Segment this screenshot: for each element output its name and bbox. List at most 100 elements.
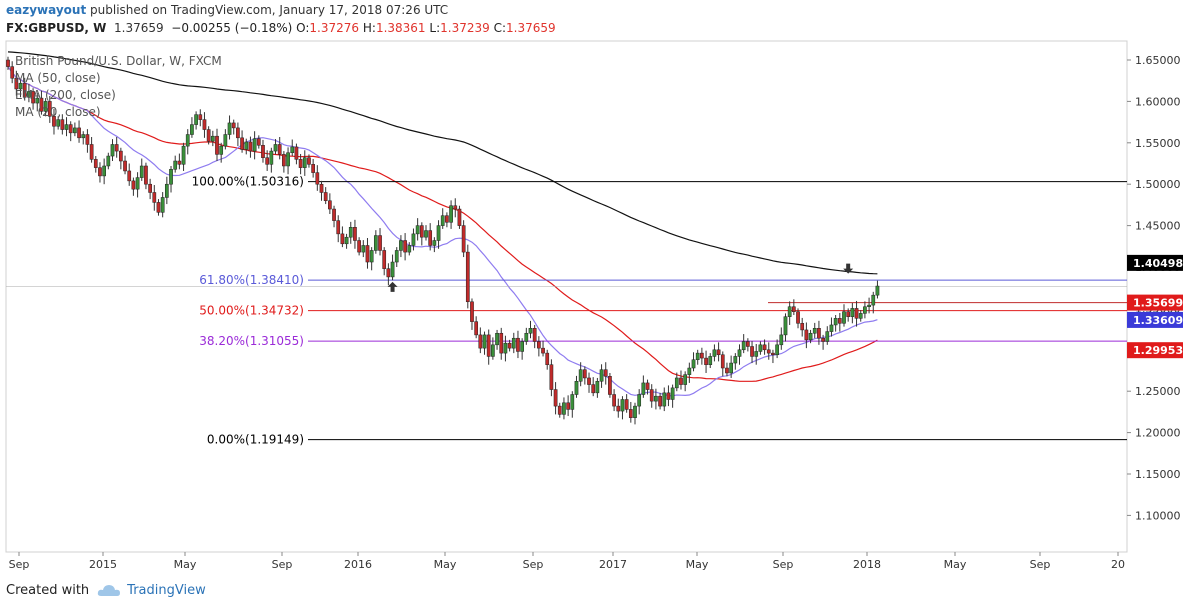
close-label: C: (493, 21, 506, 35)
y-tick-label: 1.10000 (1135, 509, 1181, 522)
candle-body (474, 321, 479, 336)
candle-body (683, 374, 688, 385)
candle-body (700, 352, 704, 359)
candle-body (725, 367, 729, 374)
candle-body (348, 227, 353, 238)
candle-body (390, 261, 395, 278)
x-tick-label: 20 (1111, 558, 1125, 571)
candle-body (27, 91, 31, 98)
candle-body (244, 141, 249, 150)
candle-body (31, 91, 35, 104)
candle-body (837, 318, 842, 324)
candle-body (808, 332, 813, 341)
candle-body (720, 354, 725, 369)
candle-body (411, 233, 416, 246)
candle-body (541, 347, 545, 354)
candle-body (812, 328, 817, 334)
tradingview-brand-link[interactable]: TradingView (127, 583, 206, 598)
legend-ma50[interactable]: MA (50, close) (15, 71, 101, 85)
y-tick-label: 1.25000 (1135, 385, 1181, 398)
candle-body (783, 316, 788, 336)
candle-body (357, 240, 361, 253)
candle-body (73, 127, 77, 134)
candle-body (854, 308, 859, 319)
fib-level-label: 61.80%(1.38410) (199, 273, 304, 287)
candle-body (236, 127, 240, 139)
candle-body (503, 342, 508, 354)
candle-body (119, 150, 123, 162)
fib-level-label: 0.00%(1.19149) (207, 433, 304, 447)
price-tag (1127, 254, 1183, 271)
x-tick-label: Sep (272, 558, 293, 571)
low-label: L: (429, 21, 441, 35)
price-tag-label: 1.29953 (1133, 344, 1183, 357)
legend-ema200[interactable]: EMA (200, close) (15, 88, 116, 102)
candle-body (553, 389, 558, 407)
price-tag-label: 1.33609 (1133, 314, 1183, 327)
candle-body (570, 394, 575, 410)
author-name[interactable]: eazywayout (6, 3, 87, 17)
candle-body (800, 323, 805, 331)
open-label: O: (296, 21, 310, 35)
candle-body (704, 357, 708, 365)
candle-body (461, 225, 466, 253)
candle-body (206, 129, 211, 142)
candle-body (332, 208, 336, 221)
publish-info: eazywayout published on TradingView.com,… (6, 3, 448, 17)
candle-body (432, 240, 437, 246)
legend-ma20[interactable]: MA (20, close) (15, 105, 101, 119)
candle-body (766, 349, 771, 354)
candle-body (394, 250, 399, 263)
candle-body (674, 377, 679, 389)
candle-body (64, 124, 69, 130)
candle-body (716, 349, 721, 356)
candle-body (14, 77, 19, 90)
candle-body (566, 402, 570, 410)
candle-body (649, 389, 654, 402)
candle-body (35, 97, 40, 104)
candle-body (616, 405, 621, 412)
candle-body (516, 337, 520, 352)
candle-body (750, 346, 754, 357)
candle-body (252, 138, 257, 152)
candle-body (365, 245, 370, 263)
candle-body (833, 318, 838, 326)
y-tick-label: 1.20000 (1135, 427, 1181, 440)
candle-body (557, 405, 562, 415)
x-tick-label: Sep (773, 558, 794, 571)
candle-body (666, 392, 671, 400)
candle-body (273, 144, 278, 152)
candle-body (871, 294, 876, 306)
candle-body (56, 119, 61, 127)
candle-body (160, 197, 165, 213)
candle-body (144, 165, 148, 185)
price-tag-label: 1.40498 (1133, 257, 1183, 270)
candle-body (633, 405, 637, 418)
candle-body (582, 369, 587, 379)
candle-body (353, 227, 357, 241)
candle-body (215, 135, 219, 155)
candle-body (482, 334, 487, 349)
candle-body (202, 119, 207, 130)
candle-body (867, 304, 871, 307)
candle-body (328, 200, 332, 210)
candle-body (123, 160, 127, 172)
x-tick-label: 2015 (89, 558, 117, 571)
candle-body (110, 144, 115, 157)
candle-body (223, 134, 228, 147)
candle-body (733, 356, 738, 364)
candle-body (219, 145, 224, 155)
candle-body (127, 170, 132, 182)
price-tag-label: 1.35699 (1133, 297, 1183, 310)
close-value: 1.37659 (506, 21, 556, 35)
candle-body (637, 394, 642, 407)
candle-body (587, 377, 591, 385)
candle-body (85, 134, 90, 145)
candle-body (754, 351, 759, 357)
candle-body (282, 154, 286, 167)
candle-body (445, 215, 449, 223)
candle-body (695, 352, 700, 360)
candle-body (298, 159, 303, 168)
candle-body (177, 160, 182, 165)
